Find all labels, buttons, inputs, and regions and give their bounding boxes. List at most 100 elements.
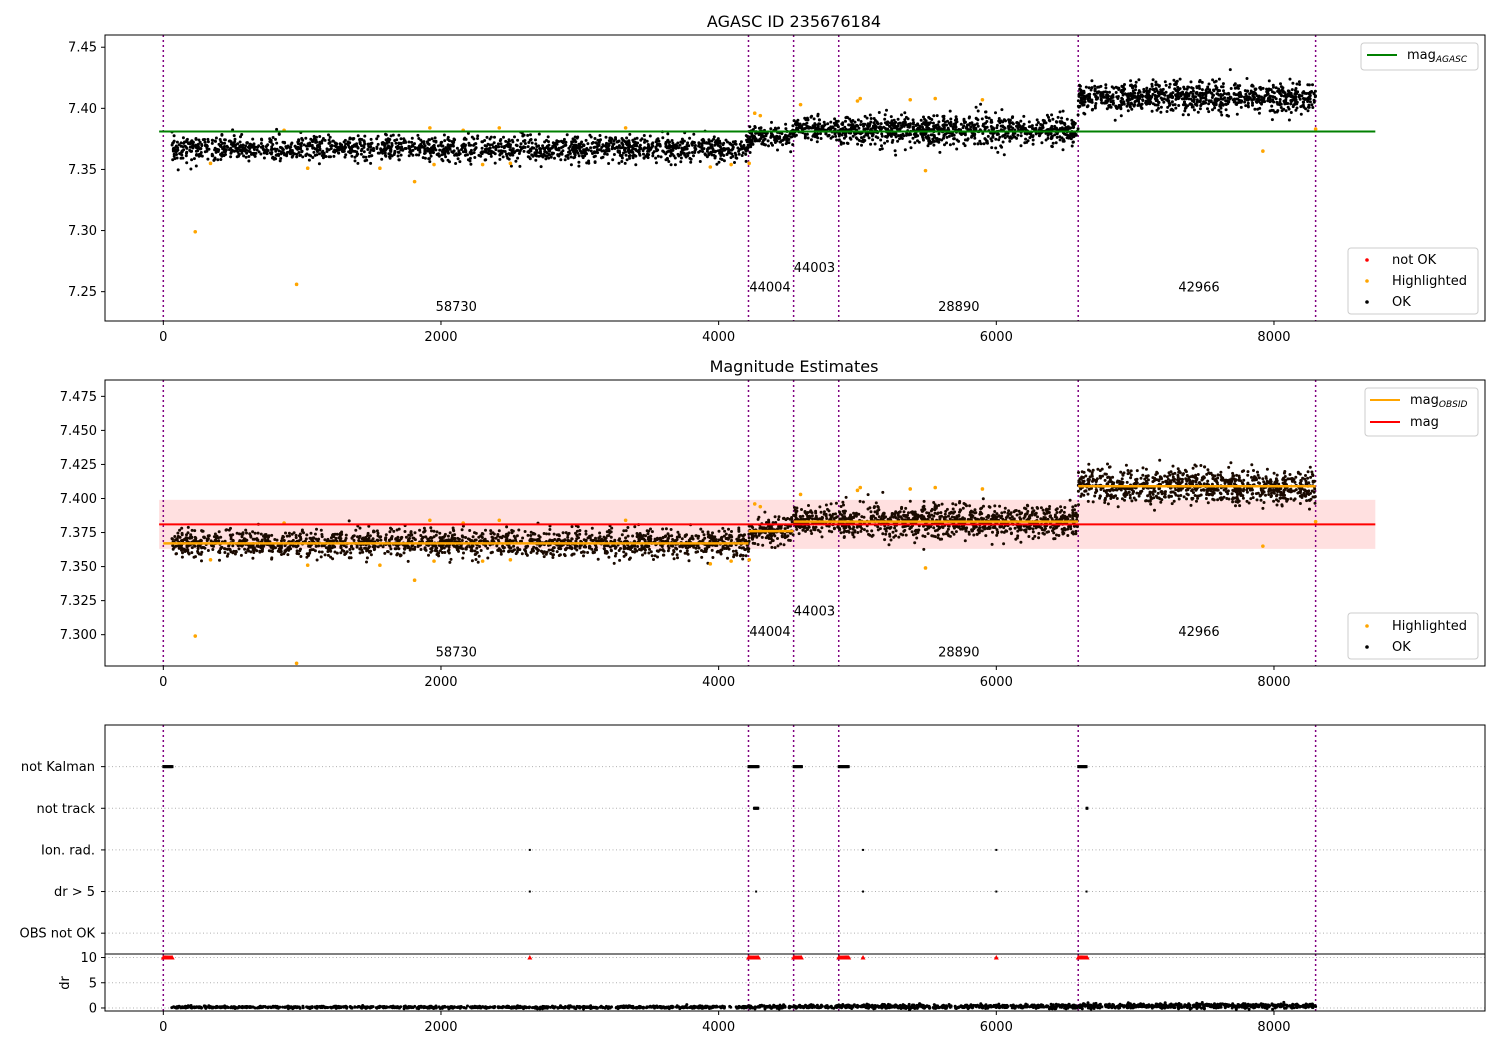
ok-point <box>427 142 431 146</box>
ok-point <box>729 156 733 160</box>
ok-point <box>1114 91 1118 94</box>
ok-point <box>883 141 887 145</box>
ok-point <box>762 142 766 146</box>
ok-point <box>1082 97 1086 101</box>
ok-point <box>185 137 189 141</box>
ok-point <box>1238 84 1242 88</box>
ok-point <box>1071 140 1075 144</box>
ok-point <box>1144 101 1148 105</box>
ok-point <box>210 141 214 145</box>
ok-point <box>437 554 441 558</box>
ok-point <box>633 525 637 529</box>
ok-point <box>1108 90 1111 94</box>
ok-point <box>1137 78 1141 82</box>
ok-point <box>1215 99 1219 103</box>
highlighted-point <box>758 113 763 118</box>
ok-point <box>1284 98 1288 102</box>
ok-point <box>419 534 423 537</box>
ok-point <box>582 550 586 554</box>
ok-point <box>349 556 353 560</box>
ok-point <box>1259 98 1263 102</box>
ok-point <box>457 153 461 157</box>
ok-point <box>190 551 194 555</box>
ok-point <box>679 549 682 553</box>
ok-point <box>399 137 403 141</box>
ok-point <box>932 134 936 138</box>
ok-point <box>767 144 770 148</box>
ok-point <box>1153 90 1157 94</box>
ok-point <box>442 147 446 151</box>
ok-point <box>1246 105 1250 109</box>
highlighted-point <box>508 161 513 166</box>
ok-point <box>389 145 393 149</box>
ok-point <box>797 124 801 128</box>
ok-point <box>652 150 656 154</box>
ok-point <box>270 145 274 149</box>
panel-agasc-legend-top[interactable]: magAGASC <box>1360 42 1479 71</box>
ok-point <box>1083 100 1087 104</box>
ok-point <box>1277 87 1281 91</box>
ok-point <box>1248 92 1252 96</box>
ok-point <box>1229 87 1233 90</box>
ok-point <box>603 544 606 548</box>
ok-point <box>891 138 895 142</box>
ok-point <box>1266 90 1270 94</box>
ok-point <box>829 125 833 129</box>
ok-point <box>1104 86 1108 90</box>
ok-point <box>457 549 460 553</box>
ok-point <box>287 531 291 535</box>
ok-point <box>641 553 644 557</box>
ok-point <box>1039 123 1043 126</box>
ok-point <box>1096 85 1100 89</box>
ok-point <box>479 151 483 155</box>
ok-point <box>1066 125 1070 129</box>
ok-point <box>857 139 861 142</box>
ok-point <box>724 138 728 142</box>
ok-point <box>551 556 555 559</box>
ok-point <box>473 549 477 553</box>
ok-point <box>883 117 887 121</box>
legend-marker-highlighted <box>1365 279 1369 283</box>
ok-point <box>585 161 589 165</box>
panel-agasc-legend-bottom[interactable]: not OK Highlighted OK <box>1347 247 1479 315</box>
ok-point <box>219 535 223 539</box>
ok-point <box>420 144 424 148</box>
ok-point <box>790 135 794 139</box>
ok-point <box>1236 93 1239 97</box>
ok-point <box>1170 107 1174 111</box>
ok-point <box>740 147 744 151</box>
ok-point <box>1221 82 1225 86</box>
ok-point <box>951 133 955 137</box>
ok-point <box>945 141 948 145</box>
ok-point <box>969 125 973 129</box>
ok-point <box>485 135 489 139</box>
ok-point <box>976 109 980 113</box>
ok-point <box>1145 92 1149 96</box>
ok-point <box>369 137 373 141</box>
ok-point <box>900 113 903 117</box>
ok-point <box>1032 127 1035 131</box>
ok-point <box>1246 98 1250 102</box>
ok-point <box>668 140 671 144</box>
ok-point <box>328 135 332 139</box>
ok-point <box>473 142 477 146</box>
highlighted-point <box>980 97 985 102</box>
ok-point <box>541 155 545 159</box>
ok-point <box>812 117 816 121</box>
ok-point <box>498 157 502 161</box>
ok-point <box>1129 79 1133 83</box>
ok-point <box>351 145 355 149</box>
ok-point <box>534 153 538 157</box>
ok-point <box>815 140 819 144</box>
x-tick-label: 8000 <box>1257 330 1290 345</box>
ok-point <box>489 135 493 139</box>
ok-point <box>702 147 706 151</box>
ok-point <box>384 154 388 158</box>
ok-point <box>676 556 679 560</box>
ok-point <box>803 132 807 136</box>
ok-point <box>638 143 642 147</box>
ok-point <box>645 139 649 143</box>
ok-point <box>1228 68 1232 72</box>
ok-point <box>880 134 884 138</box>
